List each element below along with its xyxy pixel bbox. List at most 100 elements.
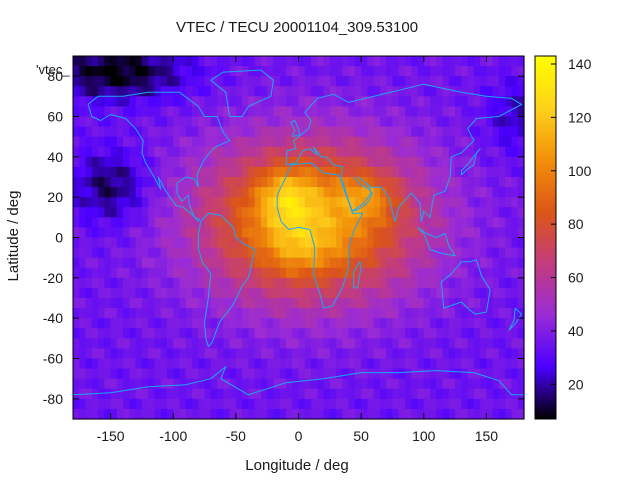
heatmap-cell	[480, 408, 488, 420]
heatmap-cell	[110, 187, 118, 198]
heatmap-cell	[160, 267, 168, 279]
heatmap-cell	[461, 388, 469, 400]
heatmap-cell	[292, 257, 300, 269]
heatmap-cell	[361, 56, 368, 67]
heatmap-cell	[386, 56, 394, 67]
heatmap-cell	[430, 66, 437, 77]
heatmap-cell	[517, 277, 525, 289]
heatmap-cell	[79, 308, 87, 319]
heatmap-cell	[210, 116, 218, 128]
heatmap-cell	[517, 398, 525, 410]
heatmap-cell	[480, 318, 488, 329]
heatmap-cell	[217, 408, 224, 420]
heatmap-cell	[135, 106, 143, 118]
heatmap-cell	[505, 308, 513, 319]
heatmap-cell	[304, 378, 312, 390]
heatmap-cell	[423, 368, 431, 380]
heatmap-cell	[85, 328, 93, 339]
heatmap-cell	[361, 358, 368, 370]
heatmap-cell	[304, 207, 312, 218]
heatmap-cell	[123, 146, 130, 158]
heatmap-cell	[141, 187, 149, 198]
heatmap-cell	[480, 126, 488, 138]
heatmap-cell	[273, 156, 281, 168]
heatmap-cell	[448, 106, 456, 118]
heatmap-cell	[273, 257, 281, 269]
heatmap-cell	[198, 398, 206, 410]
heatmap-cell	[392, 318, 400, 329]
heatmap-cell	[135, 96, 143, 108]
heatmap-cell	[404, 187, 412, 198]
heatmap-cell	[154, 388, 162, 400]
heatmap-cell	[298, 408, 306, 420]
heatmap-cell	[442, 116, 450, 128]
heatmap-cell	[304, 318, 312, 329]
heatmap-cell	[141, 227, 149, 239]
heatmap-cell	[311, 86, 318, 97]
heatmap-cell	[229, 277, 237, 289]
heatmap-cell	[323, 207, 331, 218]
heatmap-cell	[473, 378, 481, 390]
heatmap-cell	[505, 227, 513, 239]
heatmap-cell	[411, 267, 419, 279]
heatmap-cell	[110, 76, 118, 87]
heatmap-cell	[198, 338, 206, 350]
heatmap-cell	[442, 227, 450, 239]
heatmap-cell	[235, 328, 243, 339]
heatmap-cell	[229, 388, 237, 400]
heatmap-cell	[436, 388, 444, 400]
heatmap-cell	[323, 156, 331, 168]
heatmap-cell	[517, 166, 525, 178]
heatmap-cell	[179, 56, 187, 67]
heatmap-cell	[91, 368, 99, 380]
heatmap-cell	[480, 308, 488, 319]
heatmap-cell	[436, 177, 444, 188]
heatmap-cell	[123, 408, 130, 420]
heatmap-cell	[480, 277, 488, 289]
heatmap-cell	[154, 267, 162, 279]
heatmap-cell	[473, 177, 481, 188]
heatmap-cell	[517, 156, 525, 168]
heatmap-cell	[85, 136, 93, 148]
heatmap-cell	[254, 257, 262, 269]
heatmap-cell	[417, 247, 425, 259]
heatmap-cell	[185, 187, 193, 198]
heatmap-cell	[298, 298, 306, 309]
heatmap-cell	[311, 408, 318, 420]
heatmap-cell	[248, 318, 256, 329]
heatmap-cell	[73, 227, 80, 239]
heatmap-cell	[217, 207, 224, 218]
heatmap-cell	[417, 187, 425, 198]
heatmap-cell	[386, 96, 394, 108]
heatmap-cell	[392, 398, 400, 410]
heatmap-cell	[505, 257, 513, 269]
heatmap-cell	[492, 318, 500, 329]
heatmap-cell	[304, 96, 312, 108]
heatmap-cell	[210, 187, 218, 198]
heatmap-cell	[173, 56, 181, 67]
heatmap-cell	[342, 318, 350, 329]
heatmap-cell	[267, 76, 275, 87]
heatmap-cell	[292, 378, 300, 390]
heatmap-cell	[148, 277, 156, 289]
heatmap-cell	[311, 106, 318, 118]
heatmap-cell	[192, 96, 199, 108]
heatmap-cell	[285, 66, 293, 77]
heatmap-cell	[141, 298, 149, 309]
heatmap-cell	[505, 398, 513, 410]
heatmap-cell	[242, 166, 249, 178]
heatmap-cell	[192, 378, 199, 390]
heatmap-cell	[98, 96, 105, 108]
heatmap-cell	[154, 76, 162, 87]
heatmap-cell	[292, 247, 300, 259]
heatmap-cell	[517, 96, 525, 108]
heatmap-cell	[79, 146, 87, 158]
heatmap-cell	[517, 408, 525, 420]
heatmap-cell	[354, 227, 362, 239]
heatmap-cell	[317, 76, 325, 87]
heatmap-cell	[442, 187, 450, 198]
heatmap-cell	[505, 358, 513, 370]
heatmap-cell	[260, 197, 268, 208]
heatmap-cell	[198, 177, 206, 188]
heatmap-cell	[467, 66, 475, 77]
